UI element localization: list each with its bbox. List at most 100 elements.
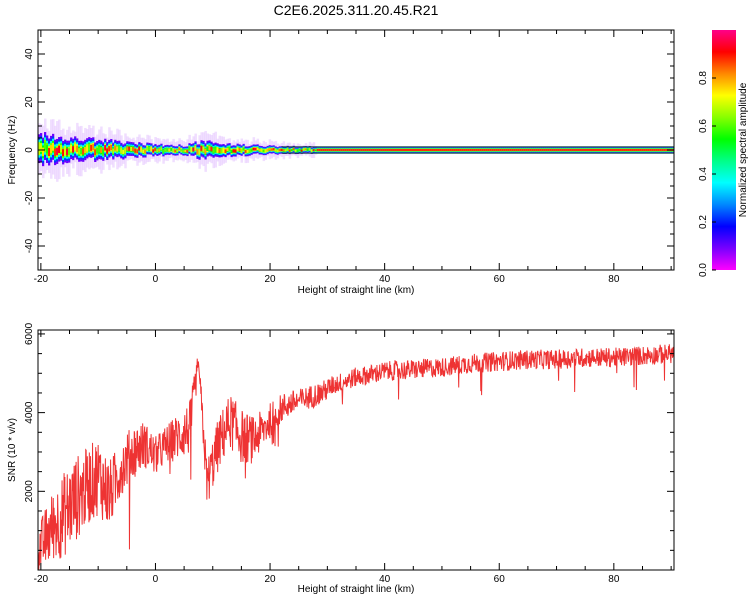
heatmap-cell [457,149,460,151]
heatmap-cell [557,149,560,151]
heatmap-cell [561,149,564,151]
heatmap-cell [358,149,362,151]
snr-background [38,330,674,570]
x-tick-label: 40 [379,274,391,285]
spectrogram-ylabel: Frequency (Hz) [7,116,18,185]
heatmap-cell [310,149,314,152]
y-tick-label: 6000 [24,322,35,345]
heatmap-cell [286,148,290,151]
heatmap-cell [176,149,179,153]
heatmap-cell [296,149,300,152]
heatmap-cell [228,147,232,151]
heatmap-cell [547,149,550,151]
heatmap-cell [609,149,613,151]
heatmap-cell [601,149,605,151]
heatmap-cell [527,149,530,151]
heatmap-cell [382,149,386,151]
heatmap-cell [447,149,450,151]
heatmap-cell [647,149,651,151]
heatmap-cell [280,148,284,152]
heatmap-cell [545,149,548,151]
heatmap-cell [318,149,322,151]
heatmap-cell [124,148,127,154]
colorbar-label: Normalized spectral amplitude [738,82,749,217]
heatmap-cell [617,149,621,151]
heatmap-cell [657,149,661,151]
heatmap-cell [308,148,312,151]
heatmap-cell [316,149,320,151]
heatmap-cell [60,145,63,153]
heatmap-cell [162,149,165,153]
heatmap-cell [346,149,350,151]
heatmap-cell [539,149,542,151]
heatmap-cell [372,149,376,151]
heatmap-cell [354,149,358,151]
colorbar-tick-label: 0.2 [698,215,709,229]
heatmap-cell [258,148,262,152]
heatmap-cell [661,149,665,151]
heatmap-cell [208,145,211,151]
heatmap-cell [641,149,645,151]
heatmap-cell [423,149,426,151]
heatmap-cell [565,149,568,151]
heatmap-cell [421,149,424,151]
heatmap-cell [240,149,244,153]
spectrogram-panel: -20 0 20 40 60 80 -40 -20 0 20 40 Height of straig… [7,29,675,296]
colorbar-tick-label: 0.6 [698,119,709,133]
heatmap-cell [178,147,181,151]
heatmap-cell [204,148,207,154]
heatmap-cell [621,149,625,151]
heatmap-cell [360,149,364,151]
heatmap-cell [431,149,434,151]
heatmap-cell [192,147,195,152]
heatmap-cell [499,149,502,151]
heatmap-cell [86,145,89,152]
heatmap-cell [334,149,338,151]
heatmap-cell [366,149,370,151]
heatmap-cell [485,149,488,151]
heatmap-cell [531,149,534,151]
heatmap-cell [392,149,396,151]
heatmap-cell [140,147,143,152]
heatmap-cell [633,149,637,151]
heatmap-cell [332,149,336,151]
heatmap-cell [200,145,203,151]
heatmap-cell [168,148,171,152]
heatmap-cell [198,149,201,155]
heatmap-cell [611,149,615,151]
heatmap-cell [376,149,380,151]
colorbar-tick-label: 0.4 [698,167,709,181]
heatmap-cell [449,149,452,151]
heatmap-cell [525,149,528,151]
heatmap-cell [194,146,197,151]
heatmap-cell [266,148,270,152]
heatmap-cell [537,149,540,151]
heatmap-cell [126,146,129,151]
heatmap-cell [429,149,432,151]
heatmap-cell [154,147,157,152]
heatmap-cell [455,149,458,151]
y-tick-label: 40 [24,48,35,60]
x-tick-label: 0 [153,274,159,285]
heatmap-cell [272,148,276,151]
heatmap-cell [386,149,390,151]
spectrogram-axes: -20 0 20 40 60 80 -40 -20 0 20 40 [24,30,674,285]
heatmap-cell [607,149,611,151]
heatmap-cell [300,149,304,152]
heatmap-cell [238,148,242,152]
heatmap-cell [262,149,266,153]
x-tick-label: -20 [34,274,49,285]
heatmap-cell [232,149,236,153]
heatmap-cell [497,149,500,151]
heatmap-cell [222,148,226,153]
heatmap-cell [481,149,484,151]
heatmap-cell [54,148,57,157]
heatmap-cell [507,149,510,151]
heatmap-cell [511,149,514,151]
heatmap-cell [88,144,91,151]
heatmap-cell [234,149,238,153]
heatmap-cell [615,149,619,151]
heatmap-cell [453,149,456,151]
heatmap-cell [80,147,83,155]
